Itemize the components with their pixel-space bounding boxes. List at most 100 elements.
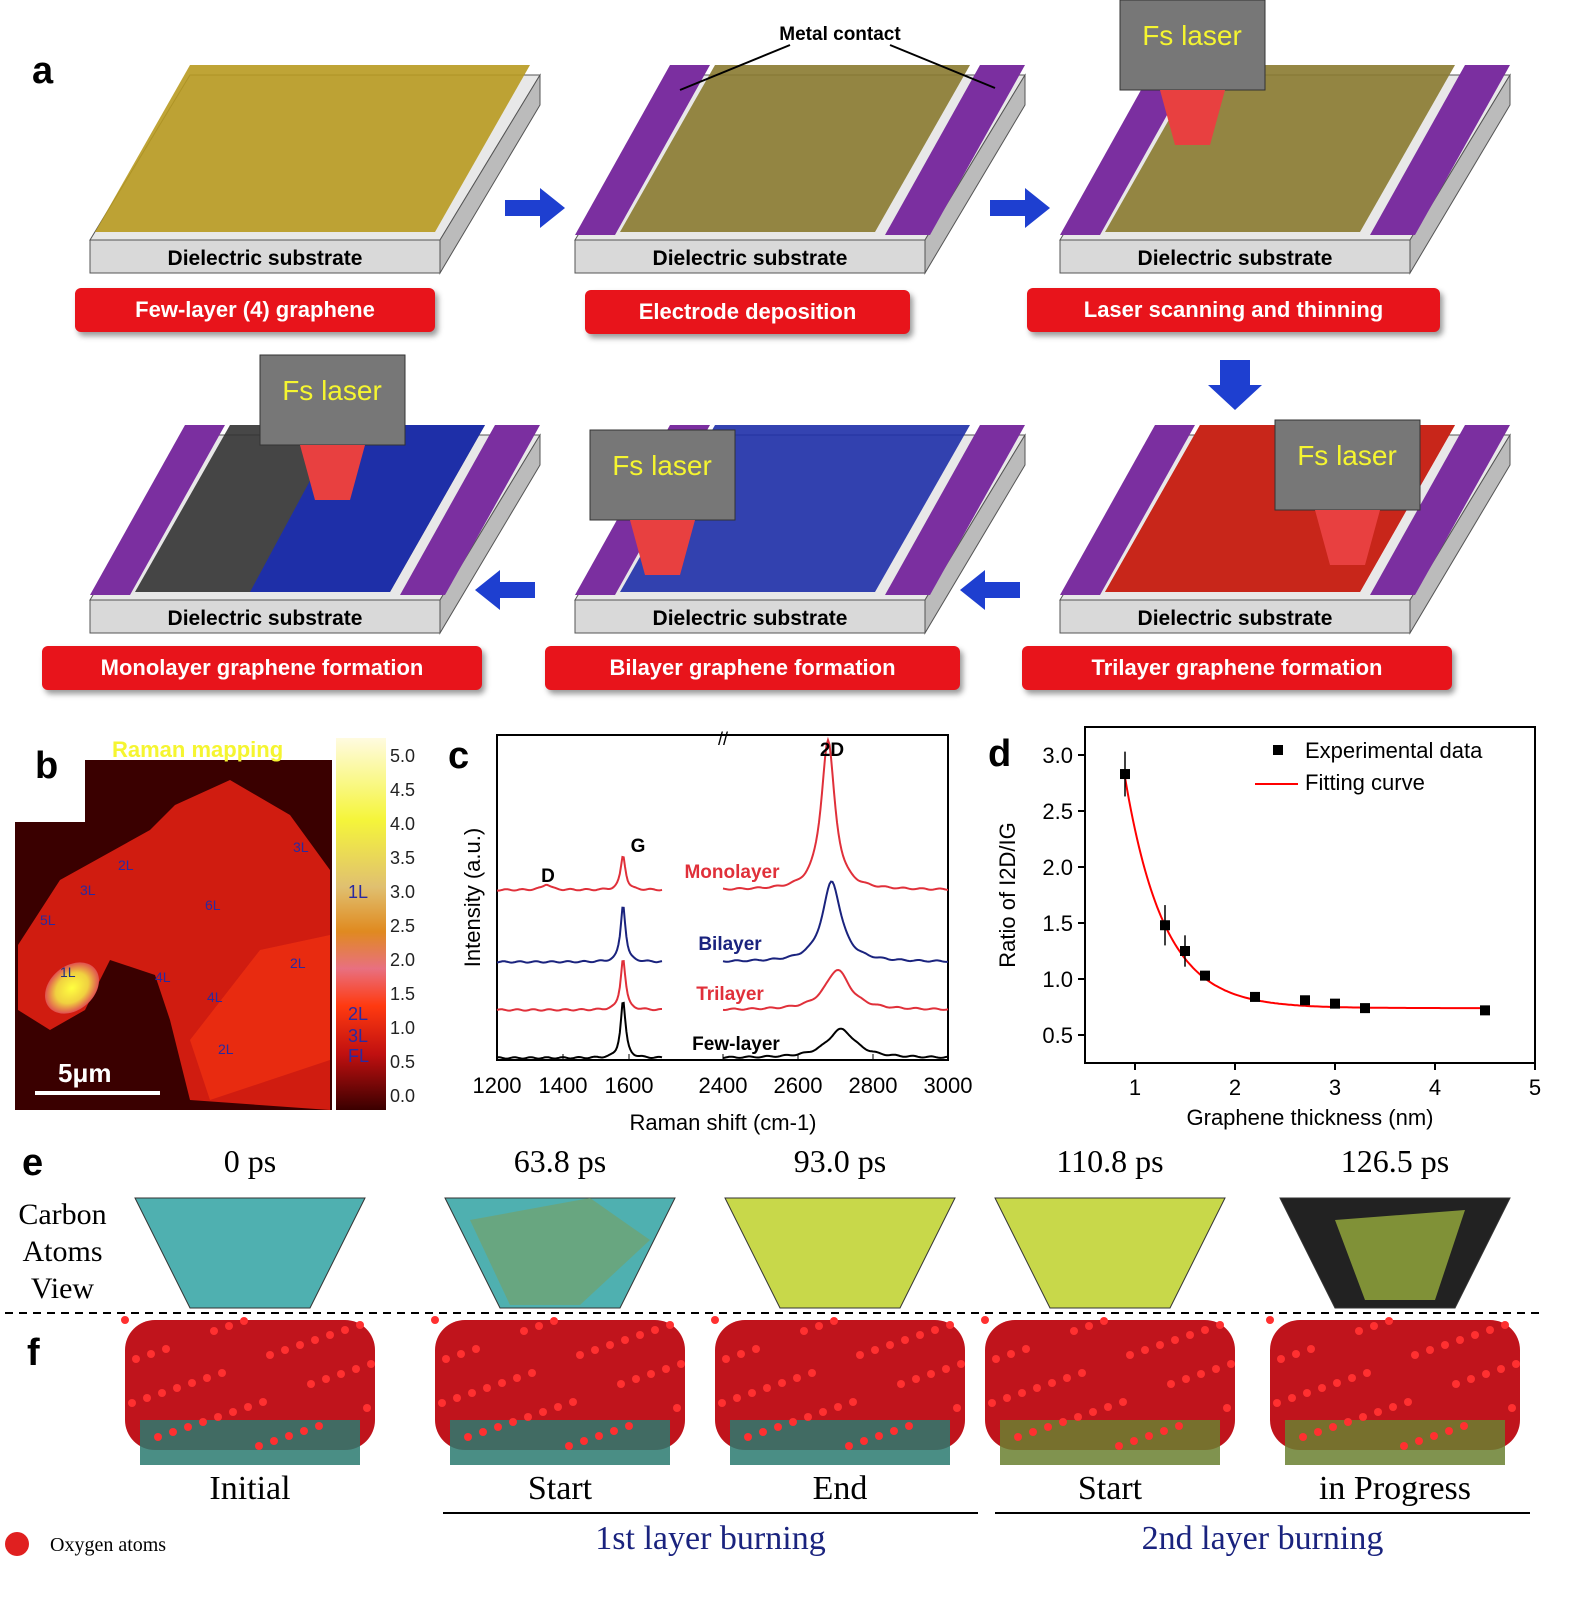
x-tick-label: 2400	[699, 1073, 748, 1098]
group-label: 2nd layer burning	[1141, 1520, 1384, 1557]
map-title: Raman mapping	[112, 737, 283, 762]
laser-beam	[630, 520, 695, 575]
oxygen-atom	[1471, 1331, 1479, 1339]
colorbar-tick-label: 0.5	[390, 1052, 415, 1072]
region-label: 4L	[155, 969, 171, 985]
raman-spectra-chart: 1200 1400 1600 2400 2600 2800 3000 Raman shift …	[460, 729, 973, 1135]
oxygen-atom	[229, 1408, 237, 1416]
oxygen-atom	[520, 1327, 528, 1335]
legend-label: Experimental data	[1305, 738, 1483, 763]
region-label: 3L	[80, 882, 96, 898]
region-label: 5L	[40, 912, 56, 928]
oxygen-atom	[281, 1346, 289, 1354]
oxygen-atom	[1186, 1331, 1194, 1339]
oxygen-atom	[285, 1432, 293, 1440]
oxygen-atom	[1486, 1326, 1494, 1334]
oxygen-atom	[1370, 1322, 1378, 1330]
oxygen-atom	[860, 1437, 868, 1445]
oxygen-atom	[992, 1355, 1000, 1363]
oxygen-atom	[184, 1423, 192, 1431]
oxygen-atom	[1303, 1389, 1311, 1397]
x-axis-label: Graphene thickness (nm)	[1187, 1105, 1434, 1130]
oxygen-atom	[1182, 1375, 1190, 1383]
colorbar-tick-label: 0.0	[390, 1086, 415, 1106]
oxygen-atom	[1119, 1398, 1127, 1406]
oxygen-atom	[509, 1418, 517, 1426]
laser-label: Fs laser	[612, 450, 712, 481]
oxygen-atom	[1018, 1389, 1026, 1397]
substrate-label: Dielectric substrate	[1138, 247, 1333, 270]
oxygen-atom	[1400, 1442, 1408, 1450]
oxygen-atom	[1404, 1398, 1412, 1406]
oxygen-atom	[158, 1389, 166, 1397]
laser-objective	[259, 354, 406, 446]
oxygen-atom	[128, 1399, 136, 1407]
snapshot-2	[711, 1197, 965, 1465]
schematic-3: Dielectric substrate Fs laser	[89, 354, 541, 635]
colorbar-tick-label: 2.5	[390, 916, 415, 936]
oxygen-atom	[270, 1437, 278, 1445]
oxygen-atom	[1385, 1317, 1393, 1325]
oxygen-atom	[453, 1394, 461, 1402]
scale-bar	[35, 1091, 160, 1095]
snapshot-3	[981, 1197, 1235, 1465]
oxygen-atom	[1277, 1355, 1285, 1363]
oxygen-atom	[886, 1341, 894, 1349]
y-tick-label: 2.0	[1042, 855, 1073, 880]
time-label: 93.0 ps	[793, 1143, 887, 1179]
oxygen-atom	[1348, 1374, 1356, 1382]
colorbar-tick-label: 1.0	[390, 1018, 415, 1038]
oxygen-atom	[535, 1322, 543, 1330]
oxygen-atom	[315, 1422, 323, 1430]
oxygen-atom	[819, 1408, 827, 1416]
series-label: Trilayer	[696, 984, 764, 1005]
oxygen-atom	[468, 1389, 476, 1397]
oxygen-atom	[121, 1316, 129, 1324]
process-arrow-icon	[505, 188, 565, 228]
time-label: 110.8 ps	[1056, 1143, 1164, 1179]
axis-break-icon: //	[718, 729, 728, 749]
oxygen-atom	[752, 1345, 760, 1353]
carbon-layers	[730, 1420, 950, 1465]
schematic-1: Dielectric substrate	[574, 65, 1026, 275]
oxygen-atom	[1029, 1428, 1037, 1436]
oxygen-atom	[1007, 1350, 1015, 1358]
oxygen-atom	[1126, 1351, 1134, 1359]
oxygen-atom	[1085, 1322, 1093, 1330]
data-point	[1120, 769, 1130, 780]
oxygen-atom	[778, 1379, 786, 1387]
oxygen-atom	[718, 1399, 726, 1407]
spectrum-few-layer	[496, 1001, 949, 1060]
oxygen-atom	[606, 1341, 614, 1349]
oxygen-atom	[988, 1399, 996, 1407]
x-tick-label: 3000	[924, 1073, 973, 1098]
region-label: 2L	[118, 857, 134, 873]
y-tick-label: 3.0	[1042, 743, 1073, 768]
oxygen-atom	[1033, 1384, 1041, 1392]
carbon-atoms-view	[134, 1197, 366, 1309]
oxygen-atom	[580, 1437, 588, 1445]
region-label: 4L	[207, 989, 223, 1005]
oxygen-atom	[132, 1355, 140, 1363]
data-point	[1480, 1005, 1490, 1016]
oxygen-atom	[188, 1379, 196, 1387]
x-tick-label: 5	[1529, 1075, 1541, 1100]
process-arrow-icon	[990, 188, 1050, 228]
oxygen-atom	[550, 1317, 558, 1325]
oxygen-atom	[259, 1398, 267, 1406]
oxygen-atom	[815, 1322, 823, 1330]
oxygen-atom	[1344, 1418, 1352, 1426]
oxygen-atom	[957, 1360, 965, 1368]
oxygen-atom	[1508, 1404, 1516, 1412]
stage-label: End	[812, 1470, 868, 1507]
oxygen-atom	[539, 1408, 547, 1416]
data-point	[1180, 946, 1190, 956]
oxygen-atom	[789, 1418, 797, 1426]
metal-contact-arrow	[679, 44, 791, 91]
oxygen-atom	[457, 1350, 465, 1358]
oxygen-cloud	[715, 1320, 965, 1450]
oxygen-atom	[1078, 1369, 1086, 1377]
substrate-front	[574, 599, 926, 634]
oxygen-atom	[901, 1336, 909, 1344]
